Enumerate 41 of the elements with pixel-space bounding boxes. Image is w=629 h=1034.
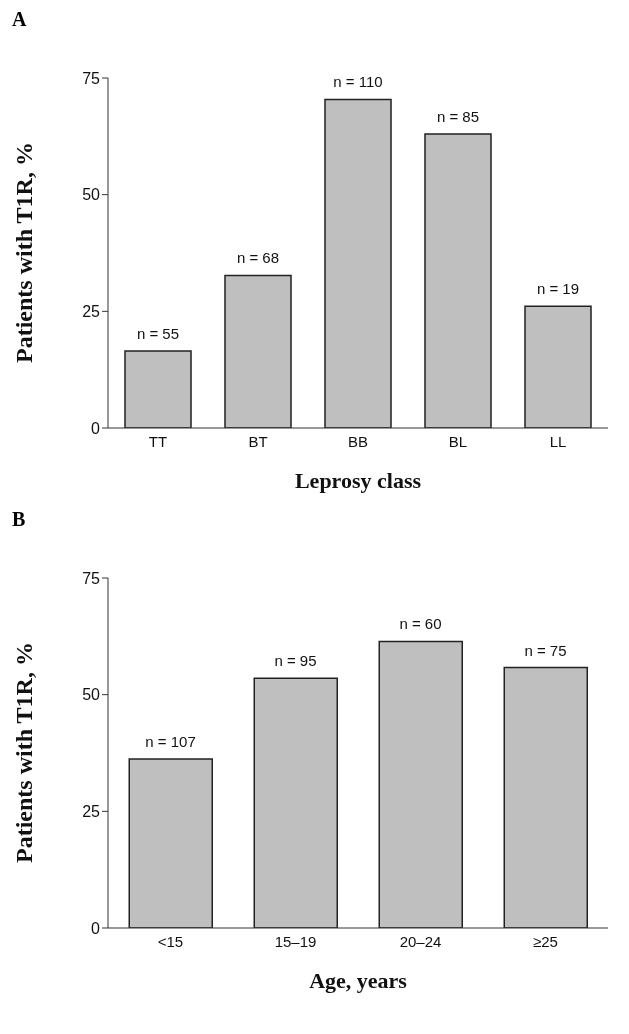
annotation: n = 60 xyxy=(399,615,442,633)
x-tick-label: ≥25 xyxy=(533,932,558,950)
x-tick-label: 15–19 xyxy=(274,932,317,950)
annotation: n = 55 xyxy=(136,325,180,342)
chart-title: A xyxy=(11,8,28,32)
x-axis-title: Age, years xyxy=(309,968,408,993)
x-axis-title: Leprosy class xyxy=(294,468,422,493)
y-tick-label: 25 xyxy=(82,303,101,321)
x-tick-label: BL xyxy=(448,432,468,450)
x-tick-label: BT xyxy=(248,432,268,450)
x-tick-label: <15 xyxy=(157,932,184,950)
annotation: n = 75 xyxy=(524,641,567,659)
x-tick-label: BB xyxy=(347,432,369,450)
y-tick-label: 50 xyxy=(82,686,101,704)
bar xyxy=(524,305,592,428)
annotation: n = 95 xyxy=(274,652,317,670)
annotation: n = 19 xyxy=(536,280,580,298)
x-tick-label: TT xyxy=(148,432,168,450)
bar xyxy=(378,640,463,928)
bar xyxy=(324,98,392,428)
y-axis-title: Patients with T1R, % xyxy=(10,642,37,863)
annotation: n = 85 xyxy=(436,108,480,125)
chart-title: B xyxy=(11,508,27,532)
y-tick-label: 75 xyxy=(82,569,101,587)
y-tick-label: 50 xyxy=(82,186,101,204)
bar xyxy=(124,350,192,428)
annotation: n = 68 xyxy=(236,249,280,267)
bar xyxy=(128,758,213,928)
x-tick-label: LL xyxy=(549,432,567,450)
y-tick-label: 0 xyxy=(91,419,101,437)
y-tick-label: 0 xyxy=(91,919,101,937)
y-tick-label: 25 xyxy=(82,803,101,821)
bar xyxy=(253,677,338,928)
bar xyxy=(224,274,292,428)
annotation: n = 107 xyxy=(145,733,196,751)
y-axis-title: Patients with T1R, % xyxy=(10,142,37,363)
bar xyxy=(503,666,588,928)
y-tick-label: 75 xyxy=(82,69,101,87)
bar xyxy=(424,133,492,428)
x-tick-label: 20–24 xyxy=(399,932,442,950)
annotation: n = 110 xyxy=(333,73,383,91)
